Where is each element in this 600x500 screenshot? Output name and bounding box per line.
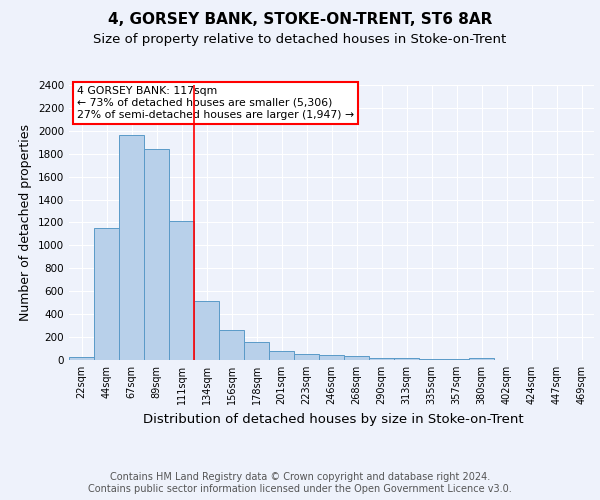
Bar [444, 359, 469, 360]
Bar [169, 222, 194, 360]
Text: Contains public sector information licensed under the Open Government Licence v3: Contains public sector information licen… [88, 484, 512, 494]
Bar [244, 342, 269, 360]
Bar [419, 358, 444, 360]
Bar [219, 330, 244, 360]
Bar [344, 356, 369, 360]
Bar [194, 301, 219, 360]
Text: 4 GORSEY BANK: 117sqm
← 73% of detached houses are smaller (5,306)
27% of semi-d: 4 GORSEY BANK: 117sqm ← 73% of detached … [77, 86, 354, 120]
Bar [369, 358, 394, 360]
Bar [69, 356, 94, 360]
Bar [294, 354, 319, 360]
Text: Size of property relative to detached houses in Stoke-on-Trent: Size of property relative to detached ho… [94, 32, 506, 46]
Text: 4, GORSEY BANK, STOKE-ON-TRENT, ST6 8AR: 4, GORSEY BANK, STOKE-ON-TRENT, ST6 8AR [108, 12, 492, 28]
Bar [94, 228, 119, 360]
Text: Distribution of detached houses by size in Stoke-on-Trent: Distribution of detached houses by size … [143, 412, 523, 426]
Bar [269, 351, 294, 360]
Bar [394, 358, 419, 360]
Bar [319, 356, 344, 360]
Bar [119, 136, 144, 360]
Bar [469, 358, 494, 360]
Text: Contains HM Land Registry data © Crown copyright and database right 2024.: Contains HM Land Registry data © Crown c… [110, 472, 490, 482]
Bar [144, 149, 169, 360]
Y-axis label: Number of detached properties: Number of detached properties [19, 124, 32, 321]
